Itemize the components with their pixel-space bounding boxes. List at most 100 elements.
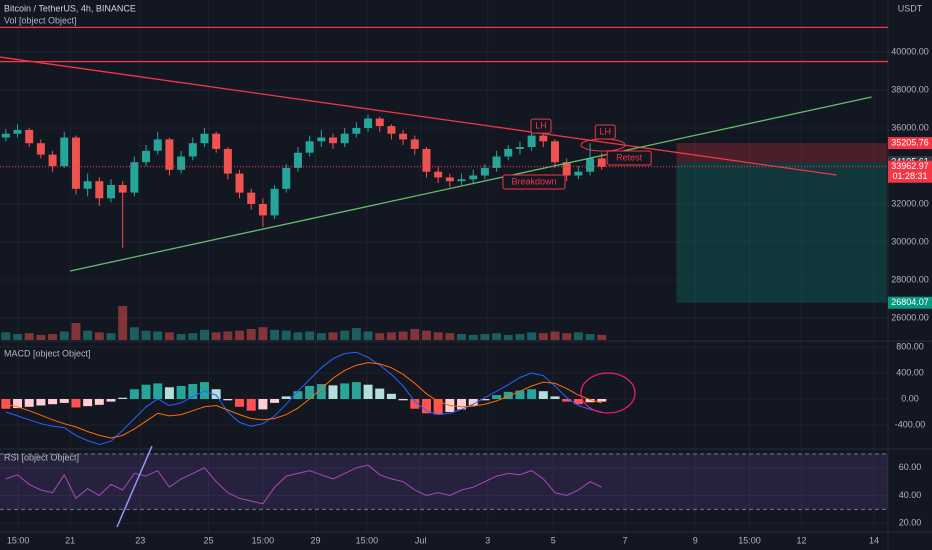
candle-body <box>36 143 45 155</box>
macd-histogram-bar <box>457 398 467 410</box>
macd-histogram-bar <box>176 385 186 399</box>
y-tick-label: 60.00 <box>899 462 922 472</box>
volume-bar <box>293 332 303 340</box>
stop-zone <box>676 143 887 163</box>
volume-bar <box>83 330 93 340</box>
y-tick-label: 20.00 <box>899 518 922 528</box>
x-tick-label: 3 <box>485 535 490 545</box>
x-tick-label: 15:00 <box>252 535 275 545</box>
volume-bar <box>211 332 221 340</box>
hand-line <box>116 445 153 528</box>
volume-bar <box>258 327 268 340</box>
candle-body <box>235 173 244 193</box>
price-tag-label: 35205.76 <box>891 137 929 147</box>
volume-bar <box>316 333 326 340</box>
candle-body <box>387 126 396 134</box>
volume-bar <box>1 332 11 340</box>
volume-bar <box>351 328 361 340</box>
volume-bar <box>141 330 151 340</box>
volume-bar <box>562 333 572 340</box>
macd-histogram-bar <box>188 384 198 399</box>
macd-title: MACD [object Object] <box>4 348 91 358</box>
macd-histogram-bar <box>410 398 420 409</box>
macd-histogram-bar <box>550 396 560 399</box>
volume-bar <box>118 306 128 340</box>
candle-body <box>223 148 232 174</box>
candle-body <box>562 162 571 176</box>
price-tag <box>888 160 932 183</box>
candle-body <box>200 133 209 144</box>
candle-body <box>83 181 92 189</box>
macd-line <box>5 362 602 439</box>
macd-histogram-bar <box>375 388 385 399</box>
macd-histogram-bar <box>258 398 268 410</box>
x-tick-label: 12 <box>797 535 807 545</box>
price-tag <box>888 296 932 309</box>
x-tick-label: 7 <box>623 535 628 545</box>
candle-body <box>1 133 10 138</box>
macd-histogram-bar <box>211 389 221 399</box>
macd-line <box>5 351 602 446</box>
candle-body <box>410 139 419 149</box>
macd-histogram-bar <box>386 393 396 399</box>
volume-bar <box>129 327 139 340</box>
y-tick-label: 26000.00 <box>891 312 929 322</box>
x-tick-label: Jul <box>415 535 427 545</box>
macd-histogram-bar <box>235 398 245 407</box>
trendline <box>0 56 837 176</box>
candle-body <box>142 150 151 163</box>
macd-histogram-bar <box>503 391 513 399</box>
candle-body <box>434 171 443 178</box>
volume-bar <box>468 334 478 340</box>
candle-body <box>282 167 291 189</box>
volume-bar <box>503 334 513 340</box>
macd-histogram-bar <box>305 385 315 399</box>
volume-bar <box>433 332 443 340</box>
annotation-text: LH <box>535 120 547 130</box>
volume-bar <box>24 333 34 340</box>
x-tick-label: 15:00 <box>356 535 379 545</box>
y-tick-label: 0.00 <box>901 393 919 403</box>
candle-body <box>71 137 80 189</box>
macd-histogram-bar <box>468 398 478 406</box>
candle-body <box>551 141 559 163</box>
candle-body <box>293 152 302 168</box>
volume-bar <box>515 334 525 340</box>
y-tick-label: 40000.00 <box>891 46 929 56</box>
trendline <box>69 96 872 272</box>
y-tick-label: 28000.00 <box>891 274 929 284</box>
x-tick-label: 9 <box>693 535 698 545</box>
macd-histogram-bar <box>480 398 490 401</box>
candle-body <box>317 137 326 142</box>
macd-histogram-bar <box>281 396 291 399</box>
macd-histogram-bar <box>199 382 209 399</box>
candle-body <box>422 148 431 172</box>
volume-bar <box>94 332 104 340</box>
volume-bar <box>550 331 560 340</box>
rsi-band-fill <box>0 454 888 510</box>
candle-body <box>445 177 454 182</box>
y-tick-label: 38000.00 <box>891 84 929 94</box>
volume-bar <box>223 331 233 340</box>
macd-histogram-bar <box>13 398 23 409</box>
macd-histogram-bar <box>1 398 11 409</box>
candle-body <box>305 141 314 153</box>
macd-histogram-bar <box>293 391 303 399</box>
price-tag <box>888 137 932 150</box>
annotation-box <box>502 174 566 190</box>
candle-body <box>469 175 478 180</box>
x-tick-label: 15:00 <box>738 535 761 545</box>
volume-bar <box>13 334 23 340</box>
volume-bar <box>48 334 58 340</box>
volume-bar <box>59 331 69 340</box>
macd-histogram-bar <box>106 398 116 402</box>
candle-body <box>586 158 595 172</box>
macd-histogram-bar <box>492 395 502 399</box>
macd-histogram-bar <box>585 398 595 403</box>
macd-histogram-bar <box>316 384 326 399</box>
candle-body <box>574 171 583 176</box>
countdown: 01:28:31 <box>892 171 927 181</box>
macd-histogram-bar <box>223 398 233 401</box>
candle-body <box>504 148 513 157</box>
rsi-title: RSI [object Object] <box>4 452 79 462</box>
